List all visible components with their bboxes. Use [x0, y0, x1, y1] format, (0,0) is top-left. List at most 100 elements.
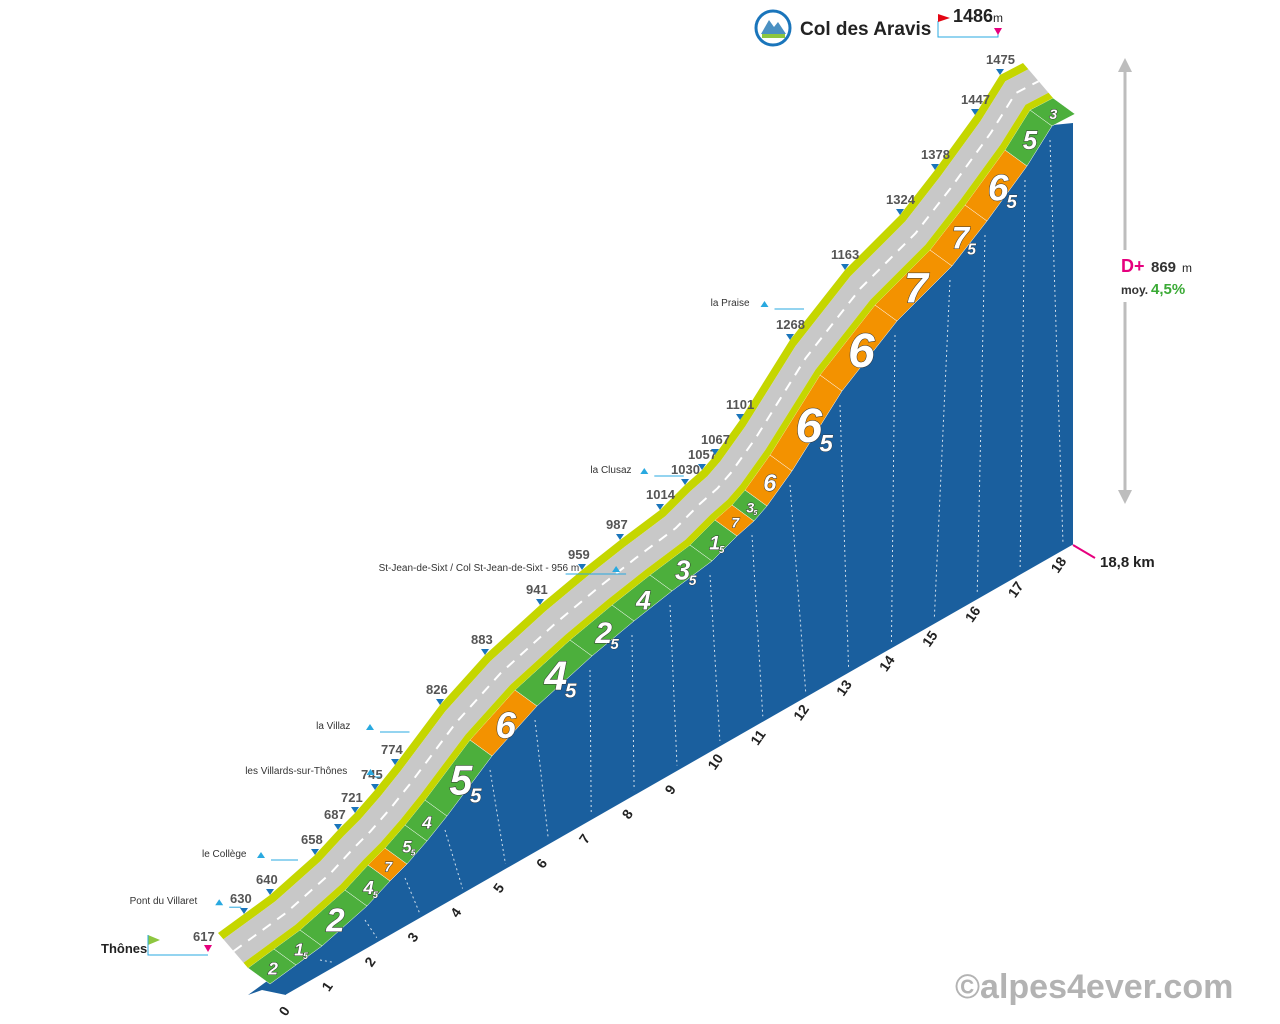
gradient-label: 7 — [384, 858, 393, 874]
km-tick-label: 8 — [618, 806, 636, 822]
altitude-label: 658 — [301, 832, 323, 847]
total-distance-unit: km — [1133, 554, 1155, 571]
altitude-marker-icon — [786, 334, 794, 340]
start-marker-icon — [204, 945, 212, 952]
altitude-label: 721 — [341, 790, 363, 805]
altitude-marker-icon — [711, 449, 719, 455]
summit-name: Col des Aravis — [800, 19, 931, 40]
summit-altitude-unit: m — [993, 11, 1003, 25]
altitude-label: 774 — [381, 742, 403, 757]
gradient-label: 5 — [1023, 127, 1038, 155]
km-grid-line — [669, 604, 678, 766]
gradient-label: 6 — [763, 471, 777, 497]
gradient-decimal: 5 — [303, 951, 309, 961]
altitude-label: 630 — [230, 891, 252, 906]
gradient-decimal: 5 — [819, 430, 833, 457]
gradient-label: 3 — [675, 555, 690, 586]
km-grid-line — [589, 669, 592, 815]
place-label: St-Jean-de-Sixt / Col St-Jean-de-Sixt - … — [379, 563, 580, 574]
gradient-label: 3 — [1049, 107, 1057, 123]
km-grid-line — [489, 769, 506, 865]
altitude-marker-icon — [391, 759, 399, 765]
arrow-down-icon — [1118, 490, 1132, 504]
church-icon — [366, 769, 375, 775]
gradient-decimal: 5 — [753, 510, 757, 517]
total-distance-value: 18,8 — [1100, 554, 1129, 571]
altitude-marker-icon — [896, 209, 904, 215]
km-grid-line — [404, 877, 421, 914]
gradient-label: 6 — [988, 167, 1009, 209]
altitude-marker-icon — [656, 504, 664, 510]
km-grid-line — [839, 404, 850, 668]
km-grid-line — [444, 829, 464, 889]
gradient-decimal: 5 — [373, 890, 379, 900]
km-tick-label: 6 — [533, 855, 551, 871]
road-asphalt — [223, 69, 1049, 963]
km-tick-label: 4 — [447, 905, 465, 921]
km-axis-line — [285, 544, 1074, 996]
place-label: la Clusaz — [590, 465, 631, 476]
altitude-label: 640 — [256, 872, 278, 887]
gradient-decimal: 5 — [1006, 191, 1017, 212]
start-altitude: 617 — [193, 929, 215, 944]
altitude-marker-icon — [311, 849, 319, 855]
altitude-label: 1067 — [701, 432, 730, 447]
altitude-label: 1475 — [986, 52, 1015, 67]
total-distance: 18,8 km — [1072, 544, 1155, 571]
place-label: Pont du Villaret — [130, 896, 198, 907]
altitude-marker-icon — [971, 109, 979, 115]
km-grid-line — [751, 534, 764, 717]
altitude-label: 1014 — [646, 487, 676, 502]
gradient-label: 7 — [904, 264, 930, 312]
place-label: le Collège — [202, 849, 247, 860]
gradient-decimal: 5 — [565, 679, 577, 702]
gradient-label: 1 — [294, 940, 304, 960]
gradient-decimal: 5 — [470, 785, 482, 808]
altitude-label: 987 — [606, 517, 628, 532]
gradient-decimal: 5 — [967, 242, 976, 259]
start-block: Thônes 617 — [101, 929, 215, 956]
altitude-marker-icon — [996, 69, 1004, 75]
altitude-marker-icon — [334, 824, 342, 830]
altitude-marker-icon — [616, 534, 624, 540]
gradient-label: 6 — [795, 400, 822, 453]
gradient-label: 7 — [731, 514, 740, 530]
km-tick-label: 9 — [661, 781, 679, 797]
altitude-marker-icon — [536, 599, 544, 605]
place-label: les Villards-sur-Thônes — [245, 766, 347, 777]
place-markers: Pont du Villaret le Collège les Villards-s… — [130, 298, 804, 908]
km-grid-line — [631, 634, 635, 791]
altitude-label: 1378 — [921, 147, 950, 162]
village-icon — [257, 852, 265, 858]
village-icon — [366, 724, 374, 730]
altitude-label: 1101 — [726, 397, 754, 412]
km-grid-line — [364, 919, 378, 939]
copyright: ©alpes4ever.com — [955, 968, 1233, 1006]
gradient-segment — [1029, 97, 1076, 127]
km-tick-label: 0 — [275, 1003, 293, 1019]
altitude-marker-icon — [351, 807, 359, 813]
arrow-up-icon — [1118, 58, 1132, 72]
altitude-marker-icon — [371, 784, 379, 790]
gradient-decimal: 5 — [719, 545, 725, 556]
km-grid-line — [933, 279, 951, 618]
altitude-label: 1030 — [671, 462, 700, 477]
km-tick-label: 5 — [490, 880, 508, 896]
gradient-label: 4 — [362, 877, 374, 898]
altitude-markers: 6306406586877217457748268839419599871014… — [230, 52, 1015, 914]
gradient-label: 3 — [746, 499, 754, 515]
dplus-value: 869 — [1151, 259, 1176, 276]
km-grid-line — [534, 719, 549, 840]
altitude-label: 941 — [526, 582, 548, 597]
km-tick-label: 2 — [361, 954, 379, 970]
altitude-label: 687 — [324, 807, 346, 822]
altitude-marker-icon — [931, 164, 939, 170]
altitude-marker-icon — [736, 414, 744, 420]
gradient-label: 1 — [709, 532, 720, 554]
gradient-label: 4 — [421, 813, 432, 833]
mountain-icon — [761, 20, 786, 34]
start-flag-icon — [148, 935, 160, 945]
km-grid-line — [1049, 139, 1064, 545]
